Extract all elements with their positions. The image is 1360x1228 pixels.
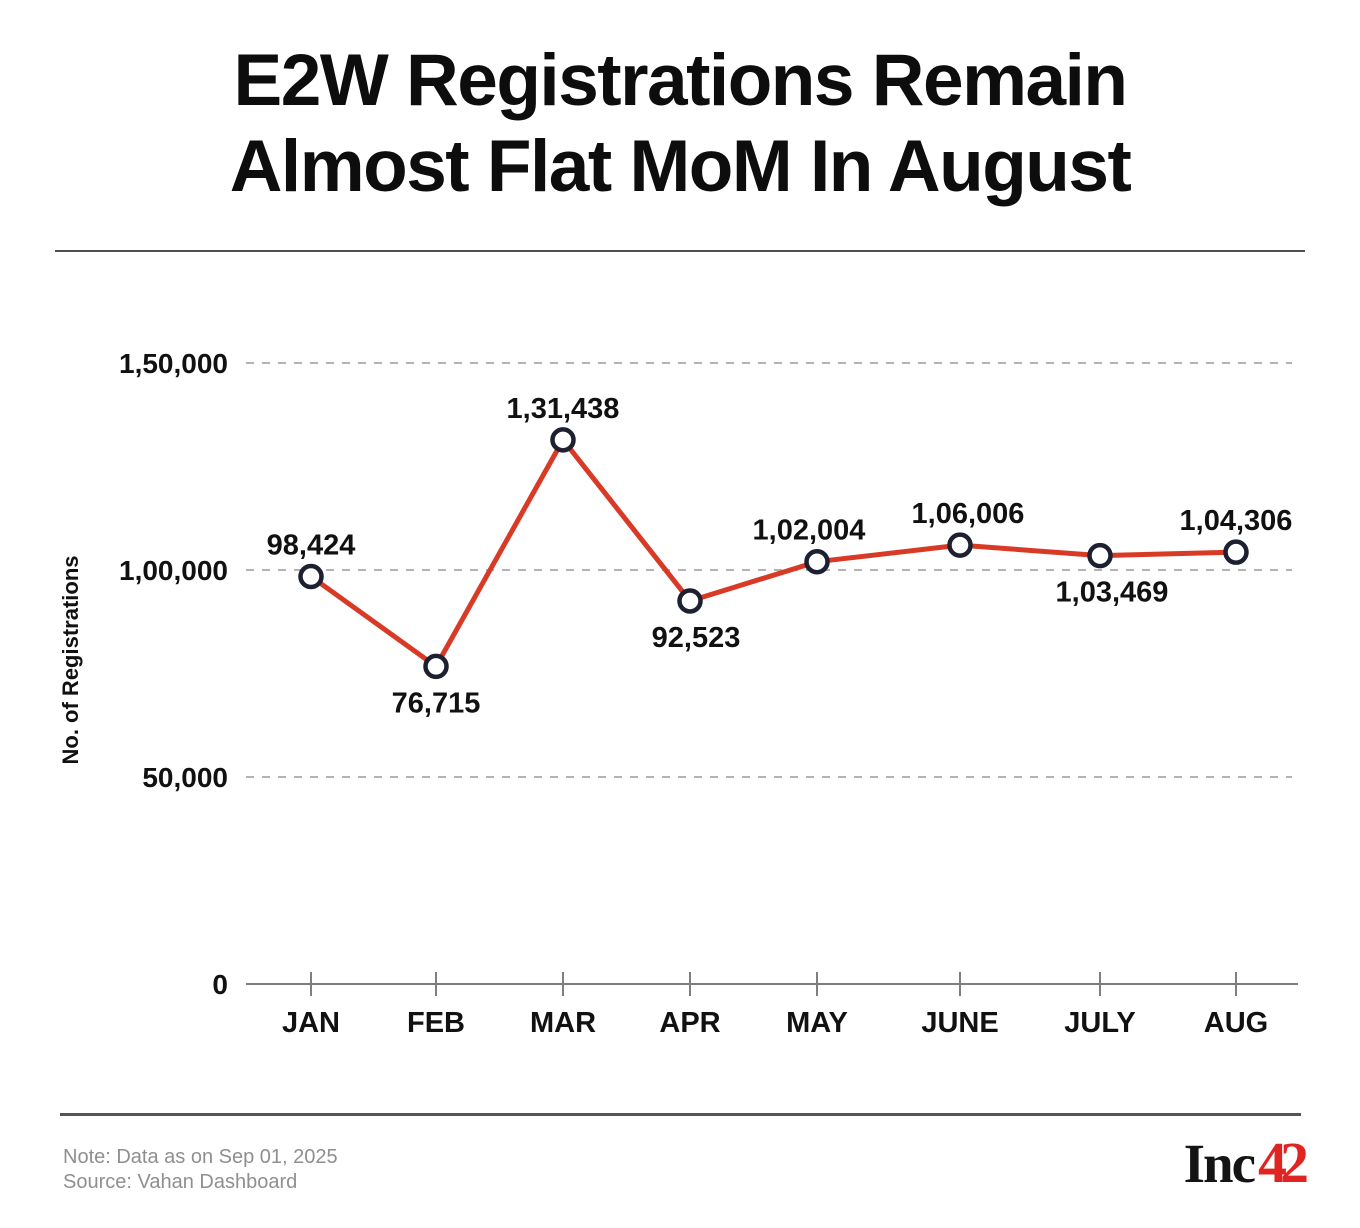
y-tick-label: 1,00,000 [119, 555, 228, 586]
x-axis-label: JAN [282, 1007, 340, 1039]
data-point-marker [677, 588, 703, 614]
x-axis-label: JULY [1064, 1007, 1135, 1039]
top-divider-line [55, 250, 1305, 252]
x-axis-label: FEB [407, 1007, 465, 1039]
x-axis-label: AUG [1204, 1007, 1268, 1039]
y-tick-label: 0 [212, 969, 228, 1000]
footer-note-block: Note: Data as on Sep 01, 2025 Source: Va… [63, 1145, 338, 1195]
data-point-label: 1,04,306 [1180, 505, 1293, 537]
data-point-marker [804, 548, 830, 575]
logo-black-text: Inc [1183, 1133, 1256, 1194]
y-tick-label: 1,50,000 [119, 348, 228, 379]
y-tick-label: 50,000 [142, 762, 228, 793]
chart-title-line1: E2W Registrations Remain [233, 40, 1128, 121]
chart-title-line2: Almost Flat MoM In August [229, 126, 1132, 208]
bottom-divider-line [60, 1113, 1301, 1116]
data-point-label: 1,06,006 [912, 498, 1025, 530]
note-text: Note: Data as on Sep 01, 2025 [63, 1146, 338, 1168]
source-text: Source: Vahan Dashboard [63, 1171, 298, 1193]
y-axis-title: No. of Registrations [58, 555, 83, 764]
chart-title: E2W Registrations Remain Almost Flat MoM… [0, 38, 1360, 210]
series-line [308, 437, 1239, 669]
data-point-label: 1,31,438 [507, 393, 620, 425]
x-axis-label: JUNE [921, 1007, 998, 1039]
x-axis-label: MAR [530, 1007, 596, 1039]
data-point-marker [298, 563, 324, 590]
inc42-logo: Inc 42 [1183, 1130, 1309, 1195]
data-point-marker [1087, 542, 1113, 569]
data-point-marker [423, 653, 449, 680]
data-point-label: 98,424 [267, 530, 356, 562]
logo-red-text: 42 [1258, 1130, 1309, 1195]
x-axis-label: MAY [786, 1007, 848, 1039]
data-point-label: 92,523 [652, 622, 741, 654]
data-point-marker [550, 427, 576, 453]
data-point-label: 1,02,004 [753, 515, 866, 547]
data-point-label: 76,715 [392, 687, 481, 719]
data-point-marker [1223, 539, 1249, 565]
data-point-marker [947, 532, 973, 558]
x-axis-label: APR [659, 1007, 720, 1039]
data-point-label: 1,03,469 [1056, 577, 1169, 609]
